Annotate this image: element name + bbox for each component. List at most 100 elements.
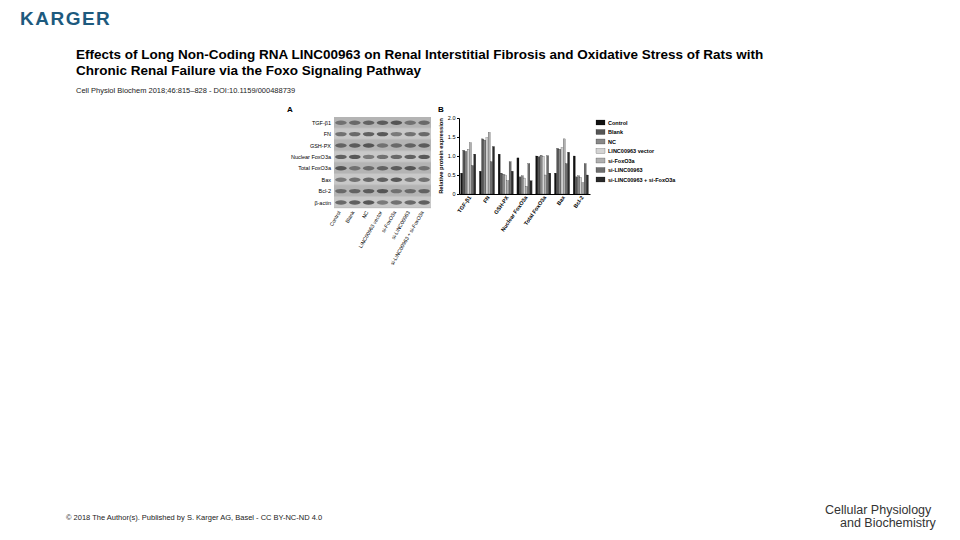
blot-band [335, 200, 347, 204]
x-tick-label: Total FoxO3a [523, 194, 548, 226]
blot-band [363, 121, 375, 125]
bar [519, 177, 521, 194]
x-tick-label: Bcl-2 [572, 195, 585, 209]
x-tick: Bax [555, 194, 566, 206]
blot-row-label: Bax [322, 177, 332, 183]
blot-band [404, 200, 416, 204]
blot-band [404, 143, 416, 147]
legend-swatch [596, 120, 605, 125]
blot-strip [334, 174, 431, 184]
slide: KARGEREffects of Long Non-Coding RNA LIN… [0, 0, 960, 540]
bar [575, 177, 577, 194]
blot-strip [334, 185, 431, 195]
blot-band [418, 189, 430, 193]
bar [500, 173, 502, 194]
blot-band [391, 143, 403, 147]
blot-strip [334, 140, 431, 150]
blot-row-label: β-actin [314, 200, 331, 206]
blot-band [418, 155, 430, 159]
legend-swatch [596, 158, 605, 163]
bar [565, 164, 567, 194]
bar [580, 177, 582, 194]
chart: B 0 0.5 1.0 1.5 2.0 Relative protein expressio… [438, 105, 676, 232]
legend-swatch [596, 130, 605, 135]
blot-band [335, 143, 347, 147]
x-tick: FN [482, 194, 491, 204]
blot-band [404, 178, 416, 182]
bar [472, 166, 474, 195]
y-tick: 1.0 [448, 153, 459, 159]
blot-band [391, 155, 403, 159]
blot-band [335, 178, 347, 182]
bar [474, 154, 476, 194]
bar [578, 176, 580, 194]
blot-row-label: Total FoxO3a [298, 165, 332, 171]
bar [538, 157, 540, 194]
blot-band [363, 132, 375, 136]
blot-band [377, 132, 389, 136]
blot-strip [334, 128, 431, 138]
bars [461, 132, 589, 194]
x-tick-label: Nuclear FoxO3a [500, 194, 529, 233]
blot-lane-label: LINC00963 vector [357, 209, 383, 248]
blot-band [377, 121, 389, 125]
blot-band [404, 166, 416, 170]
x-tick-label: TGF-β1 [456, 195, 472, 214]
bar [482, 139, 484, 194]
bar [573, 156, 575, 194]
y-tick: 0.5 [448, 172, 459, 178]
blot-band [404, 121, 416, 125]
blot-band [335, 132, 347, 136]
y-tick-label: 1.0 [448, 153, 456, 159]
blot-band [418, 178, 430, 182]
bar [486, 138, 488, 194]
y-tick-mark [457, 156, 459, 157]
bar [517, 158, 519, 194]
bar [498, 154, 500, 194]
y-tick: 1.5 [448, 134, 459, 140]
y-axis-title: Relative protein expression [438, 118, 444, 194]
x-tick-label: Bax [555, 194, 566, 206]
blot-band [349, 155, 361, 159]
x-axis-line [460, 194, 591, 195]
bar [511, 171, 513, 194]
bar [528, 164, 530, 194]
bar [509, 162, 511, 194]
blot-band [363, 200, 375, 204]
legend-label: si-FoxO3a [608, 158, 636, 164]
bar [554, 173, 556, 194]
y-tick-mark [457, 194, 459, 195]
y-tick-mark [457, 137, 459, 138]
bar [463, 150, 465, 194]
blot-band [418, 166, 430, 170]
bar [503, 174, 505, 194]
blot-strip [334, 197, 431, 207]
bar [559, 149, 561, 194]
bar [547, 156, 549, 194]
x-tick-label: FN [482, 195, 491, 204]
blot-band [349, 189, 361, 193]
blot-strip [334, 163, 431, 173]
blot-band [377, 200, 389, 204]
panel-label: B [438, 105, 444, 114]
blot-band [391, 166, 403, 170]
blot-band [377, 189, 389, 193]
blot-lane-label: si-LINC00963 + si-FoxO3a [389, 210, 425, 266]
y-tick: 0 [452, 191, 459, 197]
blot-band [391, 178, 403, 182]
blot-band [404, 132, 416, 136]
legend-swatch [596, 168, 605, 173]
legend-label: NC [608, 139, 616, 145]
blot-band [418, 121, 430, 125]
blot-band [349, 143, 361, 147]
legend-label: Control [608, 120, 628, 126]
y-tick-label: 2.0 [448, 115, 456, 121]
citation: Cell Physiol Biochem 2018;46:815–828 - D… [76, 86, 295, 95]
bar [544, 175, 546, 194]
y-tick: 2.0 [448, 115, 459, 121]
bar [563, 139, 565, 194]
blot-band [377, 178, 389, 182]
blot-row-label: Bcl-2 [318, 188, 331, 194]
blot-band [363, 155, 375, 159]
bar [557, 148, 559, 194]
